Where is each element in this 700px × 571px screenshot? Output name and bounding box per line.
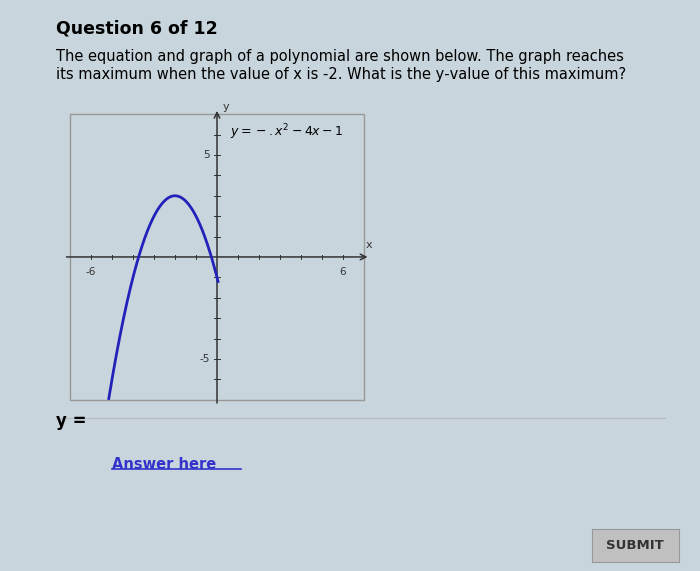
Text: y =: y = xyxy=(56,412,87,431)
Text: SUBMIT: SUBMIT xyxy=(606,540,664,552)
Text: $y=-.x^2-4x-1$: $y=-.x^2-4x-1$ xyxy=(230,122,343,142)
Text: Answer here: Answer here xyxy=(112,457,216,472)
Text: Question 6 of 12: Question 6 of 12 xyxy=(56,20,218,38)
Text: 6: 6 xyxy=(340,267,346,277)
Text: y: y xyxy=(223,102,229,112)
Text: its maximum when the value of x is -2. What is the y‑value of this maximum?: its maximum when the value of x is -2. W… xyxy=(56,67,626,82)
Text: x: x xyxy=(366,240,372,250)
Text: -5: -5 xyxy=(199,354,210,364)
Text: 5: 5 xyxy=(203,150,210,160)
Text: The equation and graph of a polynomial are shown below. The graph reaches: The equation and graph of a polynomial a… xyxy=(56,49,624,63)
Text: -6: -6 xyxy=(86,267,96,277)
